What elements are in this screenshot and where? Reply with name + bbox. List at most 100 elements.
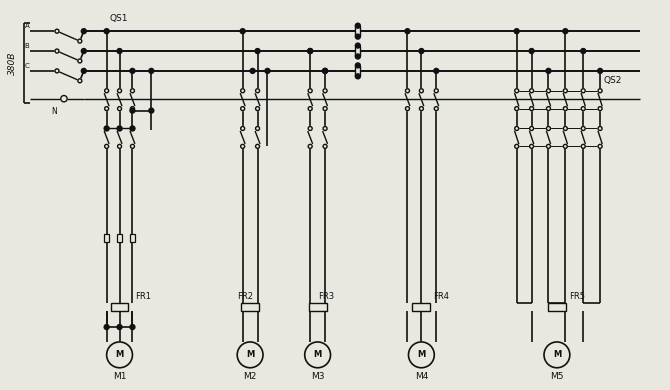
- Circle shape: [241, 144, 245, 148]
- Bar: [548, 303, 566, 311]
- Circle shape: [104, 126, 109, 131]
- Circle shape: [81, 48, 86, 53]
- Circle shape: [308, 48, 313, 53]
- Circle shape: [308, 89, 312, 93]
- Circle shape: [107, 342, 133, 368]
- Circle shape: [78, 39, 82, 43]
- Circle shape: [55, 69, 59, 73]
- Text: N: N: [51, 106, 57, 115]
- Circle shape: [322, 68, 328, 73]
- Circle shape: [419, 48, 424, 53]
- Circle shape: [130, 108, 135, 113]
- Circle shape: [433, 68, 439, 73]
- Circle shape: [81, 29, 86, 34]
- Circle shape: [250, 68, 255, 73]
- Circle shape: [355, 23, 360, 28]
- Circle shape: [131, 144, 135, 148]
- Circle shape: [547, 126, 551, 131]
- Circle shape: [255, 144, 259, 148]
- Text: FR4: FR4: [433, 292, 450, 301]
- Circle shape: [547, 89, 551, 93]
- Circle shape: [563, 89, 567, 93]
- Bar: [309, 303, 326, 311]
- Circle shape: [547, 106, 551, 111]
- Circle shape: [598, 106, 602, 111]
- Circle shape: [55, 49, 59, 53]
- Text: M1: M1: [113, 372, 127, 381]
- Circle shape: [405, 106, 409, 111]
- Circle shape: [563, 126, 567, 131]
- Bar: [241, 303, 259, 311]
- Circle shape: [515, 89, 519, 93]
- Circle shape: [563, 144, 567, 148]
- Circle shape: [104, 324, 109, 330]
- Circle shape: [355, 34, 360, 39]
- Text: FR2: FR2: [237, 292, 253, 301]
- Text: M: M: [553, 350, 561, 359]
- Circle shape: [355, 63, 360, 68]
- Circle shape: [105, 106, 109, 111]
- Circle shape: [582, 126, 585, 131]
- Circle shape: [255, 126, 259, 131]
- Text: A: A: [24, 23, 29, 29]
- Circle shape: [582, 106, 585, 111]
- Circle shape: [514, 29, 519, 34]
- Text: C: C: [24, 63, 29, 69]
- Circle shape: [529, 106, 533, 111]
- Circle shape: [81, 68, 86, 73]
- Bar: [130, 234, 135, 242]
- Circle shape: [581, 48, 586, 53]
- Circle shape: [105, 126, 109, 131]
- Circle shape: [544, 342, 570, 368]
- Circle shape: [130, 68, 135, 73]
- Circle shape: [117, 144, 121, 148]
- Circle shape: [323, 126, 327, 131]
- Circle shape: [105, 89, 109, 93]
- Circle shape: [582, 144, 585, 148]
- Circle shape: [405, 89, 409, 93]
- Circle shape: [131, 89, 135, 93]
- Circle shape: [409, 342, 434, 368]
- Circle shape: [131, 126, 135, 131]
- Circle shape: [149, 108, 154, 113]
- Circle shape: [130, 324, 135, 330]
- Circle shape: [305, 342, 330, 368]
- Circle shape: [237, 342, 263, 368]
- Text: FR5: FR5: [570, 292, 586, 301]
- Text: 380В: 380В: [8, 51, 17, 74]
- Circle shape: [241, 106, 245, 111]
- Circle shape: [405, 29, 410, 34]
- Circle shape: [563, 106, 567, 111]
- Circle shape: [563, 29, 568, 34]
- Circle shape: [241, 126, 245, 131]
- Text: M: M: [115, 350, 124, 359]
- Circle shape: [323, 89, 327, 93]
- Circle shape: [308, 106, 312, 111]
- Circle shape: [240, 29, 245, 34]
- Circle shape: [598, 144, 602, 148]
- Circle shape: [255, 89, 259, 93]
- Circle shape: [547, 144, 551, 148]
- Circle shape: [582, 89, 585, 93]
- Circle shape: [265, 68, 270, 73]
- Text: FR1: FR1: [135, 292, 151, 301]
- Text: B: B: [24, 43, 29, 49]
- Bar: [117, 234, 123, 242]
- Text: M2: M2: [243, 372, 257, 381]
- Circle shape: [78, 59, 82, 63]
- Circle shape: [434, 106, 438, 111]
- Circle shape: [434, 89, 438, 93]
- Circle shape: [308, 144, 312, 148]
- Bar: [111, 303, 129, 311]
- Circle shape: [130, 126, 135, 131]
- Text: M3: M3: [311, 372, 324, 381]
- Circle shape: [323, 106, 327, 111]
- Circle shape: [419, 89, 423, 93]
- Circle shape: [255, 106, 259, 111]
- Circle shape: [117, 126, 122, 131]
- Circle shape: [117, 89, 121, 93]
- Bar: [104, 234, 109, 242]
- Circle shape: [308, 126, 312, 131]
- Circle shape: [419, 106, 423, 111]
- Circle shape: [355, 54, 360, 59]
